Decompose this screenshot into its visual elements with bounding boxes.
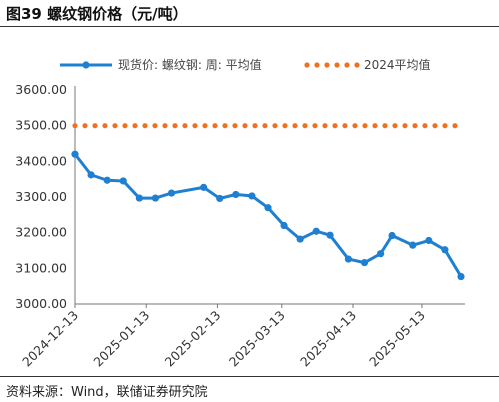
average-line-dot (352, 123, 358, 129)
average-line-dot (402, 123, 408, 129)
price-point (71, 150, 79, 158)
average-line-dot (312, 123, 318, 129)
legend-swatch-average-dot (304, 62, 310, 68)
average-line-dot (142, 123, 148, 129)
average-line-dot (342, 123, 348, 129)
average-line-dot (392, 123, 398, 129)
average-line-dot (92, 123, 98, 129)
average-line-dot (152, 123, 158, 129)
legend-label-average: 2024平均值 (364, 57, 431, 72)
y-tick-label: 3500.00 (15, 118, 67, 133)
x-tick-label: 2024-12-13 (19, 308, 81, 370)
price-point (87, 171, 95, 179)
legend-marker-price (82, 61, 90, 69)
y-tick-label: 3300.00 (15, 189, 67, 204)
average-line-dot (72, 123, 78, 129)
price-point (280, 221, 288, 230)
price-point (441, 246, 449, 254)
price-point (200, 183, 208, 191)
plot-area (71, 123, 465, 281)
average-line-dot (322, 123, 328, 129)
price-point (344, 255, 353, 263)
price-point (216, 194, 224, 203)
average-line-dot (332, 123, 338, 129)
figure-title: 图39 螺纹钢价格（元/吨） (6, 5, 188, 23)
x-axis: 2024-12-13 2025-01-13 2025-02-13 2025-03-13… (19, 303, 465, 370)
average-line-dot (422, 123, 428, 129)
average-line-dot (242, 123, 248, 129)
price-point (457, 272, 465, 281)
price-point (119, 177, 127, 185)
price-series-line (73, 153, 463, 278)
price-point (360, 259, 369, 267)
price-point (425, 236, 433, 245)
average-line-dot (102, 123, 108, 129)
average-line-dot (282, 123, 288, 129)
legend-swatch-average-dot (354, 62, 360, 68)
price-point (135, 194, 143, 202)
price-point (103, 176, 111, 184)
average-line-dot (412, 123, 418, 129)
average-line-dot (162, 123, 168, 129)
y-tick-label: 3600.00 (15, 82, 67, 97)
price-point (151, 194, 160, 202)
legend-swatch-average-dot (344, 62, 350, 68)
average-line-dot (442, 123, 448, 129)
average-line-dot (172, 123, 178, 129)
y-tick-label: 3000.00 (15, 296, 67, 311)
average-line-dot (262, 123, 268, 129)
average-line-dot (192, 123, 198, 129)
price-point (388, 231, 396, 240)
legend-swatch-average-dot (324, 62, 330, 68)
average-line-dot (432, 123, 438, 129)
y-tick-label: 3200.00 (15, 225, 67, 240)
average-line-dot (302, 123, 308, 129)
legend-swatch-average-dot (314, 62, 320, 68)
average-line-dot (372, 123, 378, 129)
legend-label-price: 现货价: 螺纹钢: 周: 平均值 (118, 57, 262, 72)
average-line-dot (272, 123, 278, 129)
average-line-dot (382, 123, 388, 129)
y-tick-label: 3400.00 (15, 153, 67, 168)
x-tick-label: 2025-05-13 (366, 308, 428, 370)
x-tick-label: 2025-01-13 (90, 308, 152, 370)
y-tick-label: 3100.00 (15, 260, 67, 275)
average-line-dot (232, 123, 238, 129)
legend-swatch-average-dot (334, 62, 340, 68)
price-point (232, 190, 240, 199)
x-tick-label: 2025-04-13 (297, 308, 359, 370)
average-line-dot (222, 123, 228, 129)
source-note: 资料来源：Wind，联储证券研究院 (6, 385, 208, 400)
price-point (248, 192, 256, 200)
price-point (264, 204, 272, 212)
average-line-dot (82, 123, 88, 129)
average-line-dot (182, 123, 188, 129)
average-line-dot (292, 123, 298, 129)
average-line-dot (112, 123, 118, 129)
bottom-rule (0, 376, 499, 377)
average-line-dot (252, 123, 258, 129)
price-point (312, 227, 320, 235)
average-line-dot (212, 123, 218, 129)
price-point (409, 241, 417, 249)
legend: 现货价: 螺纹钢: 周: 平均值 2024平均值 (60, 57, 431, 72)
price-point (376, 250, 385, 258)
average-line-dot (132, 123, 138, 129)
price-point (296, 235, 304, 243)
y-axis: 3600.00 3500.00 3400.00 3300.00 3200.00 3100.… (15, 82, 76, 311)
average-line-dot (452, 123, 458, 129)
average-line-dot (122, 123, 128, 129)
price-point (326, 231, 334, 239)
x-tick-label: 2025-02-13 (162, 308, 224, 370)
price-point (167, 189, 176, 197)
x-tick-label: 2025-03-13 (226, 308, 288, 370)
top-rule (0, 26, 499, 27)
average-line-dot (362, 123, 368, 129)
average-line-dot (202, 123, 208, 129)
